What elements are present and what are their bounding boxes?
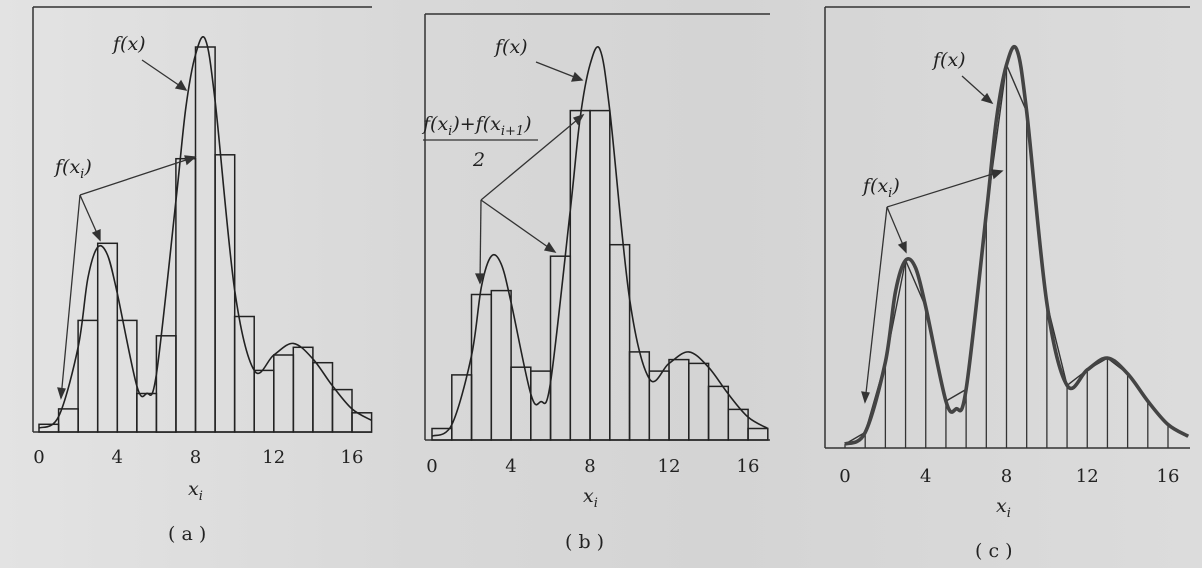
histogram-bar (609, 243, 631, 441)
x-tick-label: 4 (112, 447, 123, 468)
x-tick-label: 12 (658, 456, 681, 477)
x-tick-label: 8 (190, 447, 201, 468)
x-tick-label: 0 (426, 456, 437, 477)
panel-b-x-ticks: 0 4 8 12 16 (426, 456, 759, 477)
x-tick-label: 16 (1157, 466, 1180, 487)
histogram-bar (331, 388, 353, 433)
histogram-bar (490, 289, 512, 441)
x-tick-label: 12 (262, 447, 285, 468)
x-tick-label: 16 (737, 456, 760, 477)
panel-a-arrows (57, 59, 197, 400)
panel-c-x-ticks: 0 4 8 12 16 (839, 466, 1179, 487)
panel-a-x-label: xi (188, 478, 203, 504)
x-tick-label: 4 (920, 466, 931, 487)
panel-c-arrows (861, 75, 1004, 404)
panel-c-curve (844, 44, 1190, 446)
panel-a-bar-label: f(xi) (53, 156, 92, 182)
x-tick-label: 16 (341, 447, 364, 468)
panel-b-arrows (474, 61, 585, 285)
panel-a-x-ticks: 0 4 8 12 16 (33, 447, 363, 468)
panel-c-vertical-lines (844, 64, 1169, 448)
panel-c-x-label: xi (996, 495, 1011, 521)
panel-a-curve (38, 36, 372, 429)
histogram-bar (116, 319, 138, 433)
panel-a-bars (38, 46, 373, 433)
panel-b-caption: ( b ) (565, 531, 604, 553)
x-tick-label: 4 (505, 456, 516, 477)
x-tick-label: 12 (1076, 466, 1099, 487)
panel-b-bar-label-denominator: 2 (472, 149, 485, 171)
panel-c-curve-label: f(x) (931, 49, 966, 71)
panel-b-x-label: xi (583, 485, 598, 511)
x-tick-label: 0 (839, 466, 850, 487)
x-tick-label: 8 (1001, 466, 1012, 487)
panel-a-curve-label: f(x) (111, 33, 146, 55)
histogram-bar (747, 427, 769, 441)
histogram-bar (351, 412, 373, 433)
histogram-bar (727, 408, 749, 441)
x-tick-label: 0 (33, 447, 44, 468)
panel-b-curve (431, 46, 769, 437)
x-tick-label: 8 (584, 456, 595, 477)
panel-c-bar-label: f(xi) (861, 175, 900, 201)
panel-b-bar-label-numerator: f(xi)+f(xi+1) (421, 113, 532, 139)
panel-c-caption: ( c ) (975, 540, 1013, 562)
panel-b-curve-label: f(x) (493, 36, 528, 58)
panel-a-caption: ( a ) (168, 523, 206, 545)
